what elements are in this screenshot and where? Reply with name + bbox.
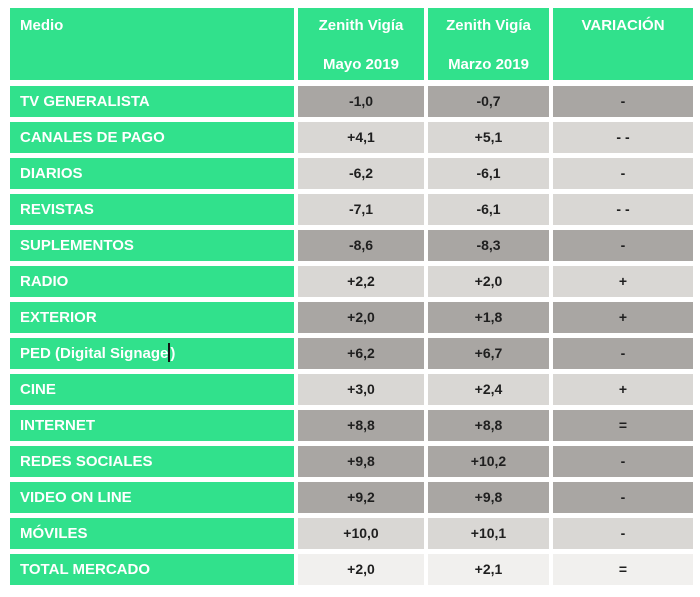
table-row-cine: CINE +3,0 +2,4 + (10, 374, 693, 405)
row-label: REVISTAS (10, 194, 294, 225)
table-row-tv-generalista: TV GENERALISTA -1,0 -0,7 - (10, 86, 693, 117)
mayo-value: +3,0 (298, 374, 424, 405)
marzo-value: -6,1 (428, 194, 549, 225)
mayo-value: +8,8 (298, 410, 424, 441)
marzo-value: +1,8 (428, 302, 549, 333)
marzo-value: +5,1 (428, 122, 549, 153)
variacion-value: - - (553, 194, 693, 225)
mayo-value: -1,0 (298, 86, 424, 117)
row-label: RADIO (10, 266, 294, 297)
marzo-value: -0,7 (428, 86, 549, 117)
row-label: VIDEO ON LINE (10, 482, 294, 513)
header-mayo-line2: Mayo 2019 (323, 56, 399, 73)
variacion-value: = (553, 410, 693, 441)
mayo-value: +10,0 (298, 518, 424, 549)
marzo-value: +8,8 (428, 410, 549, 441)
variacion-value: - (553, 482, 693, 513)
mayo-value: -8,6 (298, 230, 424, 261)
table-row-canales-de-pago: CANALES DE PAGO +4,1 +5,1 - - (10, 122, 693, 153)
header-medio-label: Medio (20, 17, 64, 34)
marzo-value: -8,3 (428, 230, 549, 261)
row-label: TOTAL MERCADO (10, 554, 294, 585)
mayo-value: +4,1 (298, 122, 424, 153)
row-label: EXTERIOR (10, 302, 294, 333)
row-label: PED (Digital Signage) (10, 338, 294, 369)
marzo-value: +2,0 (428, 266, 549, 297)
marzo-value: +2,1 (428, 554, 549, 585)
variacion-value: - (553, 518, 693, 549)
header-mayo-line1: Zenith Vigía (318, 17, 404, 34)
row-label: REDES SOCIALES (10, 446, 294, 477)
mayo-value: +2,0 (298, 302, 424, 333)
mayo-value: +2,0 (298, 554, 424, 585)
variacion-value: + (553, 266, 693, 297)
table-row-internet: INTERNET +8,8 +8,8 = (10, 410, 693, 441)
header-marzo-2019: Zenith Vigía Marzo 2019 (428, 8, 549, 80)
table-row-ped-digital-signage: PED (Digital Signage) +6,2 +6,7 - (10, 338, 693, 369)
variacion-value: - (553, 230, 693, 261)
row-label: INTERNET (10, 410, 294, 441)
table-row-suplementos: SUPLEMENTOS -8,6 -8,3 - (10, 230, 693, 261)
mayo-value: -6,2 (298, 158, 424, 189)
row-label: DIARIOS (10, 158, 294, 189)
row-label: CINE (10, 374, 294, 405)
variacion-value: - (553, 86, 693, 117)
table-row-radio: RADIO +2,2 +2,0 + (10, 266, 693, 297)
mayo-value: +2,2 (298, 266, 424, 297)
row-label: TV GENERALISTA (10, 86, 294, 117)
variacion-value: - - (553, 122, 693, 153)
variacion-value: - (553, 446, 693, 477)
mayo-value: -7,1 (298, 194, 424, 225)
header-marzo-line1: Zenith Vigía (446, 17, 531, 34)
row-label: MÓVILES (10, 518, 294, 549)
text-caret[interactable] (168, 343, 171, 363)
variacion-value: + (553, 302, 693, 333)
header-medio: Medio (10, 8, 294, 80)
variacion-value: - (553, 338, 693, 369)
variacion-value: + (553, 374, 693, 405)
header-row: Medio Zenith Vigía Mayo 2019 Zenith Vigí… (10, 8, 693, 80)
row-label-close: ) (170, 345, 176, 362)
mayo-value: +9,2 (298, 482, 424, 513)
mayo-value: +9,8 (298, 446, 424, 477)
mayo-value: +6,2 (298, 338, 424, 369)
marzo-value: +10,1 (428, 518, 549, 549)
marzo-value: +6,7 (428, 338, 549, 369)
header-variacion-label: VARIACIÓN (581, 17, 665, 34)
table-row-total-mercado: TOTAL MERCADO +2,0 +2,1 = (10, 554, 693, 585)
variacion-value: - (553, 158, 693, 189)
table-row-revistas: REVISTAS -7,1 -6,1 - - (10, 194, 693, 225)
table-row-redes-sociales: REDES SOCIALES +9,8 +10,2 - (10, 446, 693, 477)
header-variacion: VARIACIÓN (553, 8, 693, 80)
marzo-value: +10,2 (428, 446, 549, 477)
row-label-text: PED (Digital Signage (20, 345, 169, 362)
row-label: SUPLEMENTOS (10, 230, 294, 261)
row-label: CANALES DE PAGO (10, 122, 294, 153)
table-row-diarios: DIARIOS -6,2 -6,1 - (10, 158, 693, 189)
marzo-value: +2,4 (428, 374, 549, 405)
variacion-value: = (553, 554, 693, 585)
header-mayo-2019: Zenith Vigía Mayo 2019 (298, 8, 424, 80)
table-row-video-on-line: VIDEO ON LINE +9,2 +9,8 - (10, 482, 693, 513)
table-row-exterior: EXTERIOR +2,0 +1,8 + (10, 302, 693, 333)
table-row-moviles: MÓVILES +10,0 +10,1 - (10, 518, 693, 549)
marzo-value: -6,1 (428, 158, 549, 189)
marzo-value: +9,8 (428, 482, 549, 513)
media-forecast-table: Medio Zenith Vigía Mayo 2019 Zenith Vigí… (10, 8, 693, 590)
header-marzo-line2: Marzo 2019 (448, 56, 529, 73)
